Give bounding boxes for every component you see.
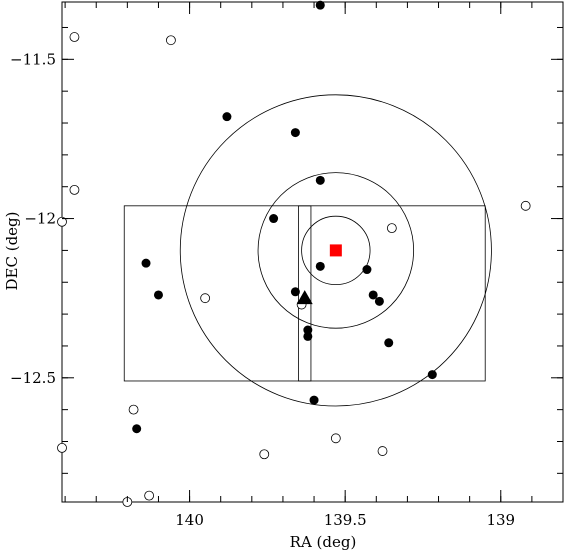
filled-point: [290, 287, 300, 297]
open-point: [200, 293, 211, 304]
filled-point: [290, 128, 300, 138]
y-axis-label: DEC (deg): [3, 211, 21, 290]
y-tick-label: −12.5: [10, 369, 56, 387]
filled-point: [303, 331, 313, 341]
filled-point: [153, 290, 163, 300]
triangle-marker: [296, 290, 313, 305]
filled-point: [269, 214, 279, 224]
x-tick-label: 140: [175, 511, 204, 529]
open-point: [377, 446, 388, 456]
open-point: [330, 433, 341, 444]
open-point: [520, 200, 531, 211]
search-circle-2: [257, 172, 415, 329]
filled-point: [315, 0, 325, 10]
filled-point: [315, 261, 325, 271]
filled-point: [132, 424, 142, 434]
filled-point: [315, 175, 325, 185]
open-point: [259, 449, 270, 460]
filled-point: [427, 370, 437, 380]
filled-point: [368, 290, 378, 300]
open-point: [166, 35, 176, 46]
search-circle-3: [179, 94, 492, 407]
x-axis-label: RA (deg): [290, 533, 357, 551]
plot-frame: [61, 1, 564, 503]
open-point: [69, 32, 80, 42]
filled-point: [222, 112, 232, 122]
y-tick-label: −11.5: [10, 50, 56, 68]
data-points: [57, 0, 531, 507]
open-point: [57, 442, 67, 453]
axis-ticks: 140 139.5 139 −12.5 −12 −11.5: [10, 2, 564, 529]
filled-point: [141, 258, 151, 268]
y-tick-label: −12: [24, 210, 56, 228]
filled-point: [303, 325, 313, 335]
open-point: [386, 223, 397, 234]
open-point: [128, 404, 139, 415]
filled-point: [374, 296, 384, 306]
filled-point: [309, 395, 319, 405]
open-point: [57, 216, 67, 227]
open-point: [144, 490, 155, 501]
filled-point: [384, 338, 394, 348]
filled-point: [362, 265, 372, 275]
search-circle-1: [301, 215, 371, 286]
x-tick-label: 139: [486, 511, 515, 529]
open-point: [69, 184, 80, 195]
center-marker: [329, 244, 342, 257]
field-overlays: [123, 94, 492, 407]
x-tick-label: 139.5: [324, 511, 367, 529]
